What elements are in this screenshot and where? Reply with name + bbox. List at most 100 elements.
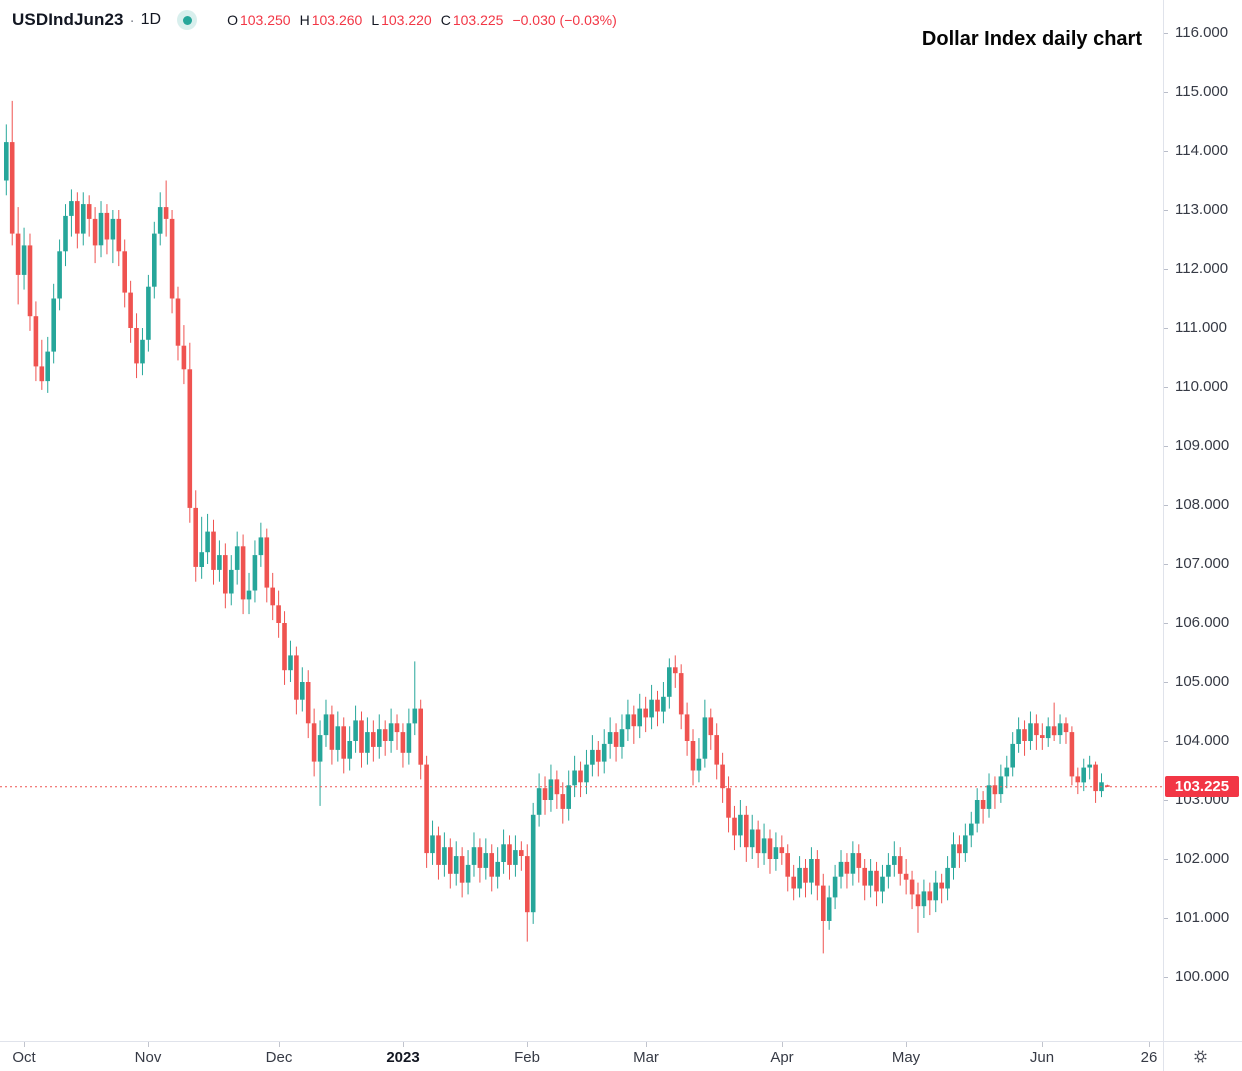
candle <box>300 667 305 712</box>
candle <box>382 720 388 756</box>
candle <box>507 835 512 880</box>
x-tick-label-mar: Mar <box>633 1049 659 1066</box>
chart-legend-header: USDIndJun23 · 1D O 103.250 H 103.260 L 1… <box>12 9 617 31</box>
x-tick-label-2023: 2023 <box>386 1049 420 1066</box>
candle <box>625 699 631 741</box>
candle <box>838 850 844 889</box>
time-axis[interactable]: Oct Nov Dec 2023 Feb Mar Apr May Jun 26 <box>0 1041 1242 1071</box>
candle <box>1063 717 1069 744</box>
candle <box>335 711 341 762</box>
x-tick-label-jun: Jun <box>1029 1049 1055 1066</box>
candle <box>371 720 376 762</box>
candle <box>850 841 856 886</box>
candle <box>246 572 252 615</box>
y-tick-label: 105.000 <box>1175 673 1230 690</box>
candle <box>596 741 601 777</box>
candle <box>9 100 15 246</box>
candle <box>909 870 915 910</box>
candle <box>613 723 619 762</box>
candle <box>536 773 542 827</box>
candle <box>986 773 992 818</box>
candle <box>39 339 45 390</box>
candle <box>826 885 832 930</box>
candle <box>15 207 21 305</box>
candle <box>548 764 554 812</box>
candle <box>276 590 281 638</box>
candle <box>915 882 921 933</box>
candle <box>821 873 826 954</box>
candle <box>969 811 974 848</box>
candle <box>223 543 228 609</box>
candle <box>1010 732 1015 777</box>
candle <box>252 540 258 603</box>
y-tick-label: 104.000 <box>1175 732 1230 749</box>
open-label: O <box>227 12 238 28</box>
candle <box>471 832 477 877</box>
x-tick-label-feb: Feb <box>514 1049 540 1066</box>
candle <box>1087 755 1092 780</box>
y-tick-mark <box>1163 741 1168 742</box>
low-value: 103.220 <box>381 12 432 28</box>
candle <box>341 717 346 774</box>
candle <box>892 841 897 877</box>
candle <box>992 776 998 809</box>
candle <box>205 513 210 564</box>
candle <box>1034 714 1039 750</box>
close-value: 103.225 <box>452 12 504 28</box>
chart-annotation-title: Dollar Index daily chart <box>921 28 1142 50</box>
y-tick-mark <box>1163 623 1168 624</box>
candle <box>1057 714 1063 744</box>
candle <box>181 325 187 385</box>
candle <box>998 764 1004 803</box>
candle <box>234 531 240 585</box>
candle <box>637 693 642 739</box>
candle <box>69 189 74 237</box>
price-axis[interactable]: 116.000 115.000 114.000 113.000 112.000 111.0… <box>1163 0 1242 1041</box>
candle <box>483 838 489 880</box>
candle <box>57 239 62 311</box>
candle <box>305 670 311 739</box>
x-tick-mark <box>1042 1042 1043 1047</box>
symbol-name[interactable]: USDIndJun23 <box>12 10 124 29</box>
y-tick-label: 113.000 <box>1175 201 1229 218</box>
candle <box>572 755 577 798</box>
candle <box>702 699 708 768</box>
candle <box>353 705 358 753</box>
low-label: L <box>371 12 380 28</box>
candle <box>714 723 719 780</box>
candle <box>590 735 595 777</box>
candle <box>1045 717 1051 747</box>
candle <box>726 776 731 833</box>
candle <box>643 696 648 733</box>
candle <box>317 720 323 806</box>
candle <box>1028 711 1033 750</box>
y-tick-mark <box>1163 446 1168 447</box>
candle <box>489 844 494 892</box>
x-tick-label-26: 26 <box>1140 1049 1158 1066</box>
candle <box>661 682 666 724</box>
y-tick-label: 116.000 <box>1175 24 1229 41</box>
candle <box>779 835 785 865</box>
candle <box>63 204 68 267</box>
candle <box>163 180 169 237</box>
candle <box>856 844 862 883</box>
candle <box>98 201 104 258</box>
candle <box>412 661 418 736</box>
interval-label[interactable]: 1D <box>140 11 162 28</box>
candle <box>862 859 867 901</box>
candle <box>146 274 151 352</box>
candle <box>649 684 654 730</box>
candle <box>134 313 139 379</box>
candle <box>785 844 790 892</box>
candle <box>1051 702 1057 741</box>
high-readout: H 103.260 <box>300 12 363 28</box>
chart-canvas[interactable] <box>0 0 1163 1041</box>
candle <box>673 655 678 688</box>
axis-settings-button[interactable] <box>1191 1047 1209 1065</box>
candle <box>554 770 560 809</box>
candle <box>388 708 394 753</box>
candle <box>4 124 9 196</box>
y-tick-mark <box>1163 564 1168 565</box>
y-tick-mark <box>1163 682 1168 683</box>
y-tick-label: 109.000 <box>1175 437 1230 454</box>
